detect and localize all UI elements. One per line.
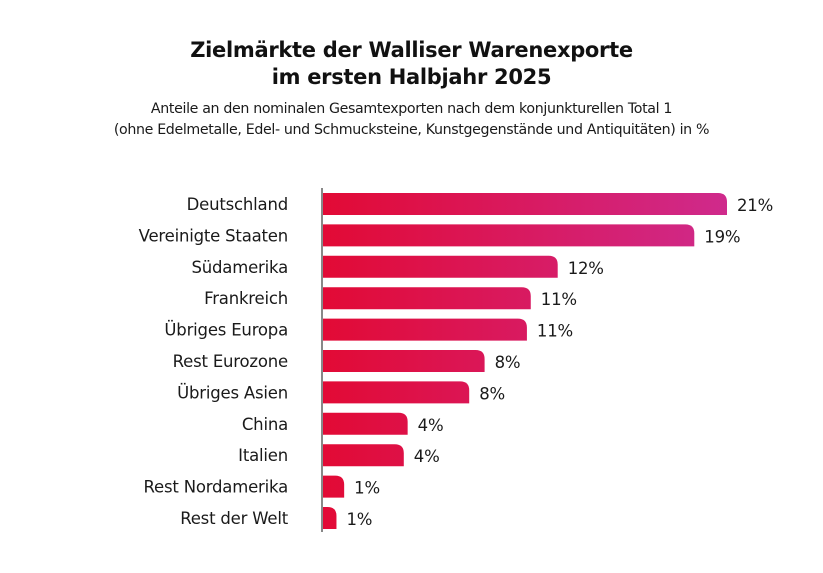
bar-südamerika (323, 255, 558, 278)
value-label: 21% (737, 196, 773, 215)
bar-china (323, 412, 408, 435)
category-label: Übriges Europa (164, 321, 288, 340)
bar-rest-der-welt (323, 507, 337, 529)
category-label: Vereinigte Staaten (139, 226, 288, 245)
value-label: 4% (418, 416, 444, 435)
chart-title-line-2: im ersten Halbjahr 2025 (271, 65, 552, 89)
category-label: Italien (238, 446, 288, 465)
bar-deutschland (323, 193, 727, 215)
category-label: Übriges Asien (177, 383, 288, 402)
value-label: 11% (541, 290, 577, 309)
value-label: 8% (495, 353, 521, 372)
category-label: China (242, 415, 288, 434)
chart-title-line-1: Zielmärkte der Walliser Warenexporte (190, 38, 633, 62)
bar-rest-eurozone (323, 350, 485, 372)
chart-subtitle-line-2: (ohne Edelmetalle, Edel- und Schmuckstei… (113, 122, 710, 138)
category-label: Rest der Welt (180, 509, 289, 528)
bar-frankreich (323, 287, 531, 310)
bar-italien (323, 444, 404, 467)
value-labels-group: 21% 19% 12% 11% 11% 8% 8% 4% 4% 1% 1% (346, 196, 773, 529)
value-label: 1% (346, 510, 372, 529)
value-label: 12% (568, 259, 604, 278)
value-label: 1% (354, 479, 380, 498)
value-label: 4% (414, 447, 440, 466)
category-label: Deutschland (187, 195, 288, 214)
bar-vereinigte-staaten (323, 224, 695, 247)
category-labels-group: Deutschland Vereinigte Staaten Südamerika F… (139, 195, 289, 528)
value-label: 11% (537, 322, 573, 341)
category-label: Rest Eurozone (173, 352, 288, 371)
value-label: 8% (479, 384, 505, 403)
bar-übriges-europa (323, 318, 527, 341)
bars-group (323, 193, 727, 529)
category-label: Südamerika (192, 258, 289, 277)
bar-übriges-asien (323, 381, 470, 404)
bar-rest-nordamerika (323, 475, 345, 498)
value-label: 19% (704, 227, 740, 246)
category-label: Frankreich (204, 289, 288, 308)
category-label: Rest Nordamerika (144, 478, 288, 497)
chart-subtitle-line-1: Anteile an den nominalen Gesamtexporten … (150, 101, 673, 117)
